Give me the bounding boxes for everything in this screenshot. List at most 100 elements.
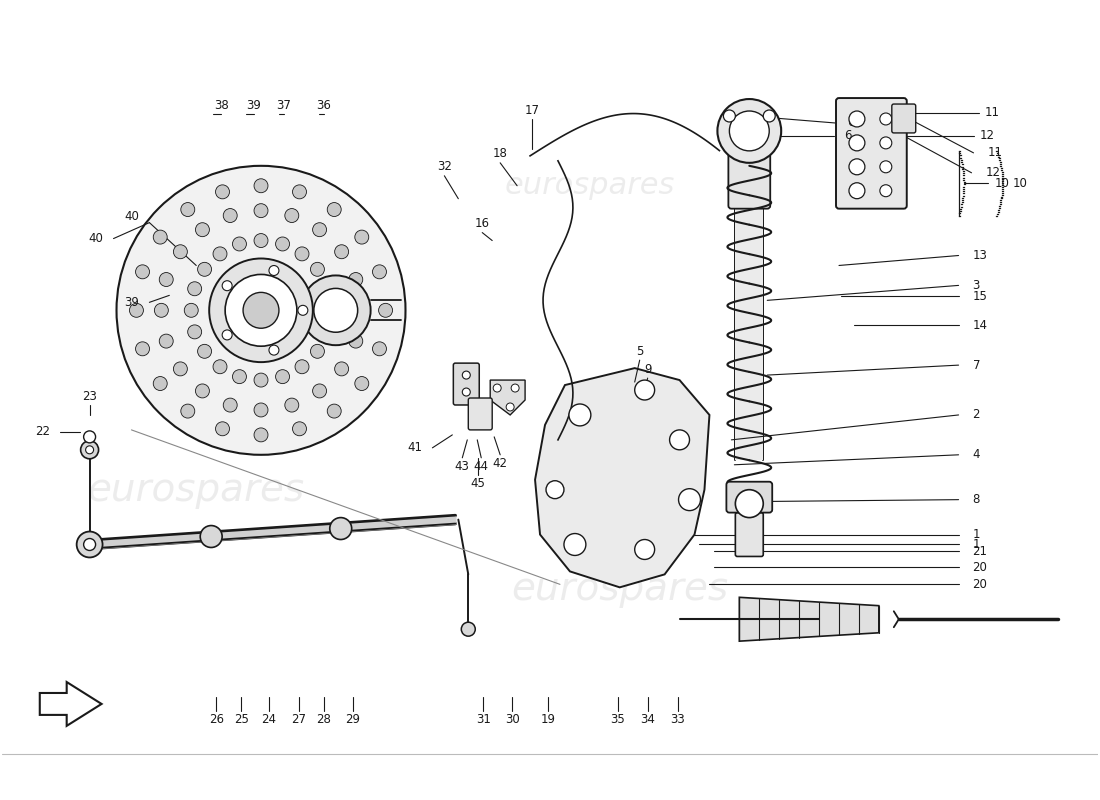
FancyBboxPatch shape <box>836 98 906 209</box>
Circle shape <box>117 166 406 455</box>
Circle shape <box>188 282 201 296</box>
Circle shape <box>334 245 349 258</box>
Circle shape <box>276 237 289 251</box>
Text: 36: 36 <box>317 98 331 111</box>
Text: 21: 21 <box>972 545 988 558</box>
Text: 24: 24 <box>262 714 276 726</box>
Circle shape <box>77 531 102 558</box>
Text: 12: 12 <box>980 130 996 142</box>
Circle shape <box>130 303 143 318</box>
Text: 26: 26 <box>209 714 223 726</box>
Circle shape <box>320 282 334 296</box>
Text: eurospares: eurospares <box>88 470 305 509</box>
Circle shape <box>160 334 173 348</box>
Text: 4: 4 <box>972 448 980 462</box>
Circle shape <box>330 518 352 539</box>
Circle shape <box>310 344 324 358</box>
Circle shape <box>323 303 338 318</box>
Circle shape <box>729 111 769 151</box>
Circle shape <box>154 303 168 318</box>
Circle shape <box>174 362 187 376</box>
Text: 13: 13 <box>972 249 988 262</box>
Text: 3: 3 <box>972 279 980 292</box>
Circle shape <box>310 262 324 276</box>
Text: 30: 30 <box>505 714 519 726</box>
Text: 29: 29 <box>345 714 360 726</box>
Circle shape <box>717 99 781 163</box>
Circle shape <box>213 360 227 374</box>
Circle shape <box>569 404 591 426</box>
Text: 10: 10 <box>996 177 1010 190</box>
Circle shape <box>462 371 471 379</box>
Circle shape <box>135 265 150 278</box>
Circle shape <box>254 428 268 442</box>
Circle shape <box>506 403 514 411</box>
Polygon shape <box>739 598 879 641</box>
Text: 10: 10 <box>1012 177 1027 190</box>
Circle shape <box>327 404 341 418</box>
Text: 11: 11 <box>988 146 1002 159</box>
Circle shape <box>135 342 150 356</box>
Circle shape <box>213 247 227 261</box>
Text: 11: 11 <box>984 106 1000 119</box>
Circle shape <box>270 266 279 275</box>
Circle shape <box>295 360 309 374</box>
Circle shape <box>153 230 167 244</box>
Circle shape <box>254 178 268 193</box>
Text: 45: 45 <box>471 478 486 490</box>
Circle shape <box>84 431 96 443</box>
Circle shape <box>222 330 232 340</box>
Circle shape <box>196 384 209 398</box>
Circle shape <box>461 622 475 636</box>
Circle shape <box>880 113 892 125</box>
Circle shape <box>373 342 386 356</box>
Polygon shape <box>535 368 710 587</box>
Circle shape <box>295 247 309 261</box>
Text: 6: 6 <box>844 130 851 142</box>
Text: eurospares: eurospares <box>505 171 675 200</box>
Circle shape <box>312 384 327 398</box>
Circle shape <box>216 422 230 436</box>
Text: 42: 42 <box>493 458 508 470</box>
Text: 37: 37 <box>276 98 292 111</box>
Circle shape <box>188 325 201 339</box>
Text: 19: 19 <box>540 714 556 726</box>
Text: 6: 6 <box>847 117 855 130</box>
Circle shape <box>327 202 341 217</box>
Text: 14: 14 <box>972 318 988 332</box>
Circle shape <box>334 362 349 376</box>
Circle shape <box>564 534 586 555</box>
Circle shape <box>670 430 690 450</box>
Circle shape <box>254 403 268 417</box>
Circle shape <box>84 538 96 550</box>
Text: 1: 1 <box>972 528 980 541</box>
Circle shape <box>378 303 393 318</box>
Circle shape <box>174 245 187 258</box>
Circle shape <box>462 388 471 396</box>
Circle shape <box>209 258 312 362</box>
Circle shape <box>153 377 167 390</box>
Text: 7: 7 <box>972 358 980 372</box>
Circle shape <box>349 334 363 348</box>
Text: 32: 32 <box>437 160 452 174</box>
Text: 15: 15 <box>972 290 988 303</box>
Circle shape <box>355 230 368 244</box>
Text: 44: 44 <box>474 460 488 474</box>
Text: 40: 40 <box>124 210 140 223</box>
FancyBboxPatch shape <box>453 363 480 405</box>
Text: 43: 43 <box>455 460 470 474</box>
Circle shape <box>880 137 892 149</box>
Text: 5: 5 <box>636 345 644 358</box>
Text: 27: 27 <box>292 714 307 726</box>
Circle shape <box>198 262 211 276</box>
Circle shape <box>679 489 701 510</box>
Circle shape <box>312 222 327 237</box>
Text: 2: 2 <box>972 409 980 422</box>
Circle shape <box>314 288 358 332</box>
Text: 16: 16 <box>475 217 490 230</box>
Circle shape <box>80 441 99 458</box>
Circle shape <box>849 182 865 198</box>
Text: 1: 1 <box>972 538 980 551</box>
Circle shape <box>320 325 334 339</box>
FancyBboxPatch shape <box>736 204 763 460</box>
